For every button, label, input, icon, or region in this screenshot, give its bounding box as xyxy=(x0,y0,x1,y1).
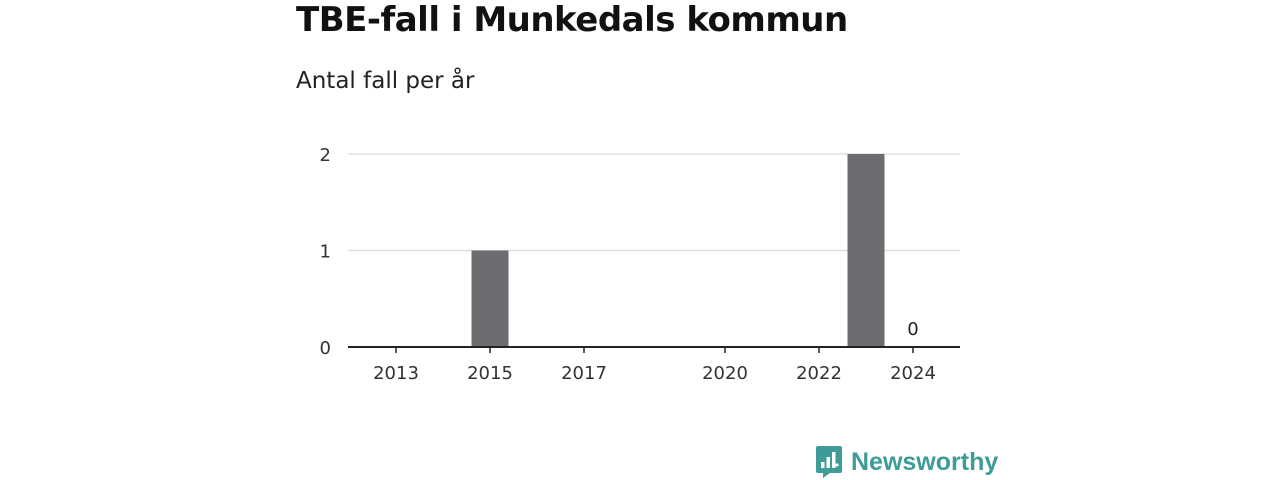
chart-title: TBE-fall i Munkedals kommun xyxy=(296,0,848,40)
x-tick-label: 2013 xyxy=(373,363,419,384)
brand-name: Newsworthy xyxy=(851,447,999,476)
chart-subtitle: Antal fall per år xyxy=(296,68,475,94)
data-label: 0 xyxy=(907,319,918,340)
x-tick-label: 2020 xyxy=(702,363,748,384)
x-tick-label: 2022 xyxy=(796,363,842,384)
x-tick-label: 2015 xyxy=(467,363,513,384)
y-tick-label: 0 xyxy=(320,338,331,359)
axes xyxy=(348,346,960,353)
bar-2023 xyxy=(847,154,885,347)
labels: 0 1 2 2013 2015 2017 2020 2022 2024 0 xyxy=(320,145,936,384)
y-tick-label: 1 xyxy=(320,242,331,263)
bar-2015 xyxy=(471,250,509,347)
newsworthy-logo-icon xyxy=(816,446,842,478)
bars xyxy=(471,154,885,347)
brand-logo: Newsworthy xyxy=(815,444,998,480)
x-tick-label: 2024 xyxy=(890,363,936,384)
x-tick-label: 2017 xyxy=(561,363,607,384)
y-tick-label: 2 xyxy=(320,145,331,166)
